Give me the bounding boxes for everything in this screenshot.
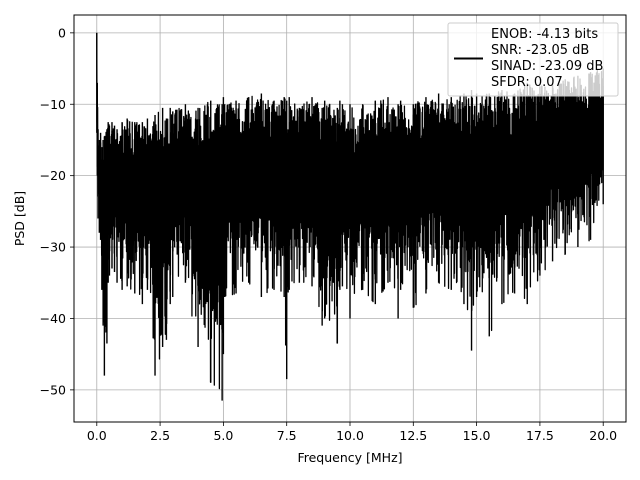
x-tick-label: 2.5 [150, 428, 170, 443]
y-axis-label: PSD [dB] [12, 191, 27, 246]
y-tick-label: 0 [58, 25, 66, 40]
x-axis-ticks: 0.0 2.5 5.0 7.5 10.0 12.5 15.0 17.5 20.0 [87, 422, 617, 443]
x-tick-label: 10.0 [336, 428, 364, 443]
legend-sfdr: SFDR: 0.07 [491, 75, 563, 90]
y-axis-ticks: 0 −10 −20 −30 −40 −50 [40, 25, 74, 397]
x-tick-label: 12.5 [399, 428, 427, 443]
x-tick-label: 20.0 [589, 428, 617, 443]
y-tick-label: −10 [40, 97, 66, 112]
legend-enob: ENOB: -4.13 bits [491, 27, 598, 42]
x-axis-label: Frequency [MHz] [297, 450, 402, 465]
y-tick-label: −40 [40, 311, 66, 326]
psd-series [96, 32, 604, 401]
legend-box [447, 22, 619, 97]
x-tick-label: 7.5 [277, 428, 297, 443]
y-tick-label: −50 [40, 382, 66, 397]
x-tick-label: 0.0 [87, 428, 107, 443]
legend-sinad: SINAD: -23.09 dB [491, 59, 603, 74]
x-tick-label: 15.0 [463, 428, 491, 443]
x-tick-label: 17.5 [526, 428, 554, 443]
legend: ENOB: -4.13 bits SNR: -23.05 dB SINAD: -… [447, 22, 619, 97]
legend-snr: SNR: -23.05 dB [491, 43, 589, 58]
x-tick-label: 5.0 [213, 428, 233, 443]
y-tick-label: −30 [40, 240, 66, 255]
y-tick-label: −20 [40, 168, 66, 183]
